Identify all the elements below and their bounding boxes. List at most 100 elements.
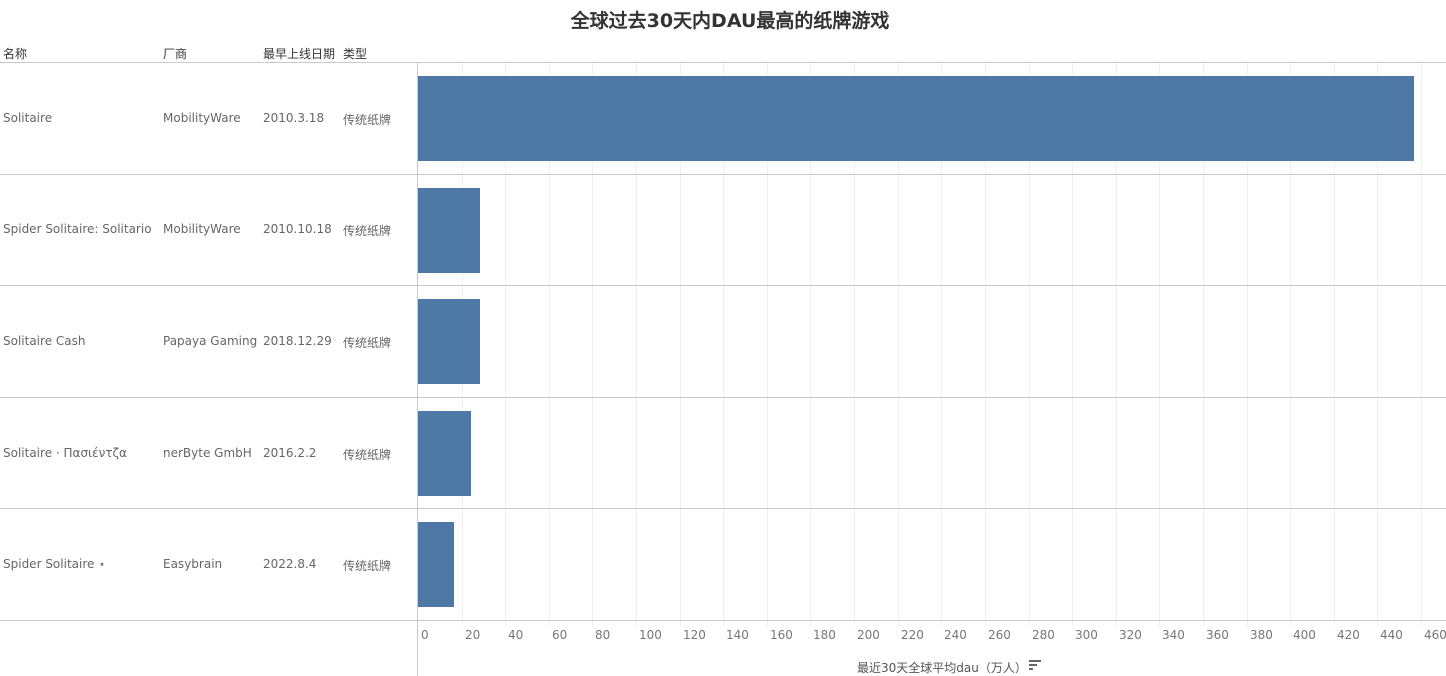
cell-name: Spider Solitaire ⋆ <box>3 557 106 571</box>
x-tick-label: 80 <box>595 628 611 642</box>
tick-mark <box>505 620 506 626</box>
gridline <box>1072 62 1073 620</box>
x-tick-label: 460 <box>1424 628 1446 642</box>
tick-mark <box>1159 620 1160 626</box>
gridline <box>680 62 681 620</box>
gridline <box>1247 62 1248 620</box>
tick-mark <box>549 620 550 626</box>
tick-mark <box>462 620 463 626</box>
cell-type: 传统纸牌 <box>343 448 392 462</box>
row-divider <box>0 397 1446 398</box>
cell-type: 传统纸牌 <box>343 113 392 127</box>
cell-date: 2010.3.18 <box>263 111 325 125</box>
x-tick-label: 300 <box>1075 628 1098 642</box>
cell-name: Spider Solitaire: Solitario <box>3 222 152 236</box>
x-tick-label: 140 <box>726 628 749 642</box>
cell-type: 传统纸牌 <box>343 336 392 350</box>
cell-name: Solitaire · Πασιέντζα <box>3 446 127 460</box>
bar[interactable] <box>418 188 480 273</box>
gridline <box>723 62 724 620</box>
cell-vendor: Papaya Gaming <box>163 334 258 348</box>
x-tick-label: 360 <box>1206 628 1229 642</box>
bar[interactable] <box>418 411 471 496</box>
x-axis-title: 最近30天全球平均dau（万人） <box>857 661 1027 675</box>
x-tick-label: 180 <box>813 628 836 642</box>
tick-mark <box>941 620 942 626</box>
cell-vendor: nerByte GmbH <box>163 446 252 460</box>
row-divider <box>0 508 1446 509</box>
x-tick-label: 320 <box>1119 628 1142 642</box>
tick-mark <box>767 620 768 626</box>
gridline <box>1116 62 1117 620</box>
gridline <box>1290 62 1291 620</box>
row-divider <box>0 285 1446 286</box>
gridline <box>898 62 899 620</box>
tick-mark <box>1377 620 1378 626</box>
x-tick-label: 40 <box>508 628 524 642</box>
cell-date: 2016.2.2 <box>263 446 317 460</box>
row-divider <box>0 174 1446 175</box>
tick-mark <box>1247 620 1248 626</box>
x-tick-label: 340 <box>1162 628 1185 642</box>
bar[interactable] <box>418 299 480 384</box>
cell-date: 2022.8.4 <box>263 557 317 571</box>
tick-mark <box>636 620 637 626</box>
tick-mark <box>723 620 724 626</box>
header-date[interactable]: 最早上线日期 <box>263 47 336 61</box>
x-tick-label: 260 <box>988 628 1011 642</box>
x-tick-label: 400 <box>1293 628 1316 642</box>
cell-date: 2010.10.18 <box>263 222 332 236</box>
cell-vendor: Easybrain <box>163 557 223 571</box>
tick-mark <box>1334 620 1335 626</box>
chart-title: 全球过去30天内DAU最高的纸牌游戏 <box>570 10 890 32</box>
gridline <box>1377 62 1378 620</box>
y-axis-line <box>417 62 418 676</box>
tick-mark <box>1203 620 1204 626</box>
cell-name: Solitaire <box>3 111 53 125</box>
gridline <box>985 62 986 620</box>
gridline <box>1029 62 1030 620</box>
tick-mark <box>1421 620 1422 626</box>
x-tick-label: 380 <box>1250 628 1273 642</box>
x-tick-label: 280 <box>1032 628 1055 642</box>
cell-name: Solitaire Cash <box>3 334 86 348</box>
bar[interactable] <box>418 76 1414 161</box>
header-divider <box>0 62 1446 63</box>
cell-vendor: MobilityWare <box>163 222 241 236</box>
x-tick-label: 20 <box>465 628 481 642</box>
x-tick-label: 60 <box>552 628 568 642</box>
gridline <box>1203 62 1204 620</box>
tick-mark <box>810 620 811 626</box>
tick-mark <box>854 620 855 626</box>
gridline <box>810 62 811 620</box>
gridline <box>592 62 593 620</box>
bar[interactable] <box>418 522 454 607</box>
cell-date: 2018.12.29 <box>263 334 332 348</box>
x-tick-label: 100 <box>639 628 662 642</box>
tick-mark <box>680 620 681 626</box>
x-tick-label: 220 <box>901 628 924 642</box>
header-name[interactable]: 名称 <box>3 47 28 61</box>
gridline <box>1334 62 1335 620</box>
sort-icon[interactable] <box>1029 660 1041 670</box>
x-tick-label: 440 <box>1380 628 1403 642</box>
tick-mark <box>1029 620 1030 626</box>
row-divider <box>0 620 1446 621</box>
header-type[interactable]: 类型 <box>343 47 368 61</box>
tick-mark <box>898 620 899 626</box>
tick-mark <box>1290 620 1291 626</box>
gridline <box>636 62 637 620</box>
header-vendor[interactable]: 厂商 <box>163 47 188 61</box>
cell-vendor: MobilityWare <box>163 111 241 125</box>
tick-mark <box>985 620 986 626</box>
gridline <box>767 62 768 620</box>
cell-type: 传统纸牌 <box>343 224 392 238</box>
tick-mark <box>592 620 593 626</box>
x-tick-label: 120 <box>683 628 706 642</box>
tick-mark <box>1116 620 1117 626</box>
x-tick-label: 0 <box>421 628 429 642</box>
cell-type: 传统纸牌 <box>343 559 392 573</box>
gridline <box>854 62 855 620</box>
gridline <box>1159 62 1160 620</box>
gridline <box>549 62 550 620</box>
